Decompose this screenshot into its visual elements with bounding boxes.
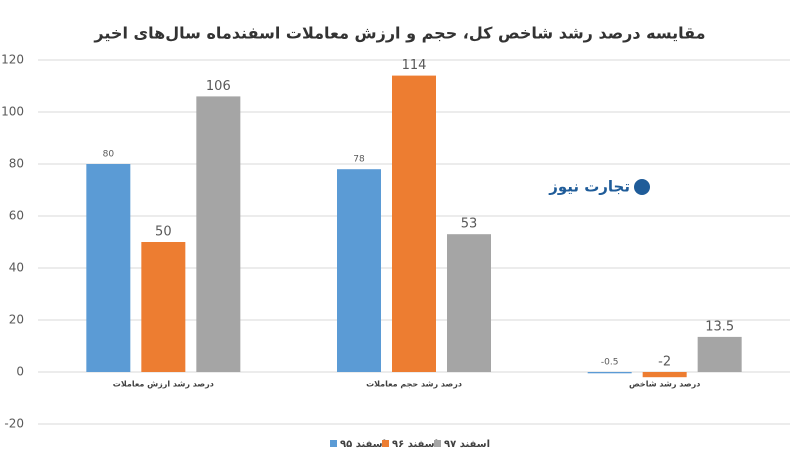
y-tick-label: 60 <box>9 209 24 223</box>
data-label: 114 <box>402 58 427 73</box>
bar <box>86 164 131 372</box>
legend-swatch <box>382 440 389 447</box>
y-tick-label: 80 <box>9 157 24 171</box>
data-label: -0.5 <box>601 358 619 368</box>
x-tick-label: درصد رشد ارزش معاملات <box>113 380 214 390</box>
y-tick-label: 100 <box>1 105 24 119</box>
legend-swatch <box>434 440 441 447</box>
chart-title: مقایسه درصد رشد شاخص کل، حجم و ارزش معام… <box>93 24 705 43</box>
data-label: 80 <box>103 150 115 160</box>
bar <box>337 169 381 372</box>
x-tick-label: درصد رشد حجم معاملات <box>366 380 462 389</box>
data-label: 78 <box>353 155 365 165</box>
watermark: تجارت نیوز <box>548 178 650 196</box>
bar <box>196 96 241 373</box>
bar <box>642 372 687 378</box>
bar <box>392 75 436 372</box>
legend-swatch <box>330 440 337 447</box>
y-tick-label: 40 <box>9 261 24 275</box>
legend-label: اسفند ۹۶ <box>392 439 438 450</box>
legend: اسفند ۹۵ اسفند ۹۶ اسفند ۹۷ <box>330 439 490 450</box>
bar <box>447 234 491 372</box>
bar <box>697 336 742 372</box>
data-label: 50 <box>155 225 172 240</box>
y-tick-label: 0 <box>16 365 24 379</box>
bar <box>587 372 632 374</box>
data-label: 53 <box>461 217 478 232</box>
data-label: 106 <box>206 79 231 94</box>
watermark-icon <box>634 179 650 195</box>
bar <box>141 242 186 372</box>
data-label: 13.5 <box>705 319 734 334</box>
y-tick-label: 20 <box>9 313 24 327</box>
x-tick-label: درصد رشد شاخص <box>629 380 700 390</box>
y-tick-label: 120 <box>1 53 24 67</box>
y-tick-label: -20 <box>4 417 24 431</box>
data-label: -2 <box>658 355 671 370</box>
watermark-text: تجارت نیوز <box>548 178 630 196</box>
legend-label: اسفند ۹۵ <box>340 439 386 450</box>
legend-label: اسفند ۹۷ <box>444 439 490 450</box>
